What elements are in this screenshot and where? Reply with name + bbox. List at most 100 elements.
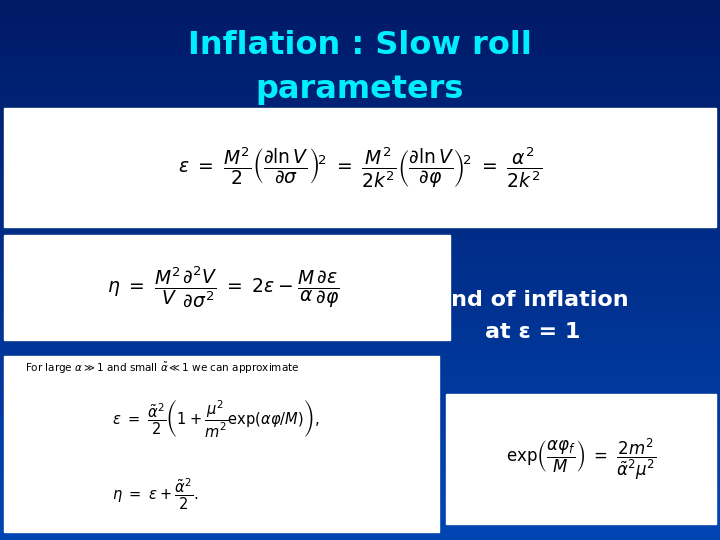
Bar xyxy=(0,346,720,351)
Bar xyxy=(0,383,720,389)
Text: $\eta \ = \ \epsilon + \dfrac{\tilde{\alpha}^2}{2}.$: $\eta \ = \ \epsilon + \dfrac{\tilde{\al… xyxy=(112,476,198,512)
Bar xyxy=(0,49,720,54)
Bar xyxy=(0,157,720,162)
Bar xyxy=(0,535,720,540)
Bar xyxy=(0,151,720,157)
Bar xyxy=(0,340,720,346)
Text: Inflation : Slow roll: Inflation : Slow roll xyxy=(188,30,532,62)
Bar xyxy=(0,16,720,22)
FancyBboxPatch shape xyxy=(4,356,439,532)
Text: For large $\alpha \gg 1$ and small $\tilde{\alpha} \ll 1$ we can approximate: For large $\alpha \gg 1$ and small $\til… xyxy=(25,361,300,376)
Bar xyxy=(0,518,720,524)
Bar xyxy=(0,22,720,27)
Bar xyxy=(0,124,720,130)
Bar xyxy=(0,70,720,76)
Bar xyxy=(0,65,720,70)
Bar xyxy=(0,302,720,308)
Bar xyxy=(0,378,720,383)
Bar xyxy=(0,454,720,459)
Text: $\epsilon \ = \ \dfrac{\tilde{\alpha}^2}{2} \left(1 + \dfrac{\mu^2}{m^2} \exp(\a: $\epsilon \ = \ \dfrac{\tilde{\alpha}^2}… xyxy=(112,398,320,439)
Bar xyxy=(0,108,720,113)
Bar xyxy=(0,389,720,394)
Bar xyxy=(0,113,720,119)
Text: $\eta \ = \ \dfrac{M^2}{V} \dfrac{\partial^2 V}{\partial \sigma^2} \ = \ 2\epsil: $\eta \ = \ \dfrac{M^2}{V} \dfrac{\parti… xyxy=(107,265,340,310)
Bar xyxy=(0,178,720,184)
Bar xyxy=(0,400,720,405)
Bar xyxy=(0,459,720,464)
Bar xyxy=(0,81,720,86)
Bar xyxy=(0,475,720,481)
Bar xyxy=(0,227,720,232)
Bar xyxy=(0,243,720,248)
Bar xyxy=(0,319,720,324)
Bar xyxy=(0,281,720,286)
Bar xyxy=(0,308,720,313)
Bar xyxy=(0,221,720,227)
Bar xyxy=(0,529,720,535)
Bar xyxy=(0,43,720,49)
FancyBboxPatch shape xyxy=(4,108,716,227)
Bar xyxy=(0,27,720,32)
Bar xyxy=(0,140,720,146)
Bar xyxy=(0,367,720,373)
Bar xyxy=(0,194,720,200)
Bar xyxy=(0,432,720,437)
Bar xyxy=(0,86,720,92)
Bar xyxy=(0,259,720,265)
Bar xyxy=(0,248,720,254)
Bar xyxy=(0,286,720,292)
Bar xyxy=(0,394,720,400)
Bar xyxy=(0,59,720,65)
Bar xyxy=(0,497,720,502)
Bar xyxy=(0,373,720,378)
Bar xyxy=(0,351,720,356)
Bar xyxy=(0,464,720,470)
Bar xyxy=(0,0,720,5)
Bar xyxy=(0,502,720,508)
Bar xyxy=(0,232,720,238)
Bar xyxy=(0,173,720,178)
Bar xyxy=(0,448,720,454)
Text: at ε = 1: at ε = 1 xyxy=(485,322,580,342)
Bar xyxy=(0,92,720,97)
Bar xyxy=(0,189,720,194)
Bar xyxy=(0,54,720,59)
Bar xyxy=(0,416,720,421)
Bar xyxy=(0,491,720,497)
Bar xyxy=(0,437,720,443)
Text: $\epsilon \ = \ \dfrac{M^2}{2} \left( \dfrac{\partial \ln V}{\partial \sigma} \r: $\epsilon \ = \ \dfrac{M^2}{2} \left( \d… xyxy=(178,145,542,190)
Bar xyxy=(0,32,720,38)
Bar xyxy=(0,270,720,275)
Bar xyxy=(0,292,720,297)
Bar xyxy=(0,119,720,124)
Bar xyxy=(0,211,720,216)
Bar xyxy=(0,486,720,491)
Bar xyxy=(0,427,720,432)
Bar xyxy=(0,38,720,43)
Bar xyxy=(0,184,720,189)
Bar xyxy=(0,254,720,259)
Bar xyxy=(0,513,720,518)
Bar xyxy=(0,76,720,81)
Bar xyxy=(0,103,720,108)
Bar xyxy=(0,329,720,335)
Bar xyxy=(0,167,720,173)
Bar xyxy=(0,362,720,367)
Bar xyxy=(0,443,720,448)
Bar xyxy=(0,200,720,205)
Bar xyxy=(0,356,720,362)
Bar xyxy=(0,313,720,319)
Text: parameters: parameters xyxy=(256,73,464,105)
Bar xyxy=(0,162,720,167)
Bar xyxy=(0,146,720,151)
Bar xyxy=(0,410,720,416)
Bar xyxy=(0,470,720,475)
Bar xyxy=(0,11,720,16)
Bar xyxy=(0,508,720,513)
Text: $\exp\!\left( \dfrac{\alpha \varphi_f}{M} \right) \ = \ \dfrac{2m^2}{\tilde{\alp: $\exp\!\left( \dfrac{\alpha \varphi_f}{M… xyxy=(506,436,657,482)
Bar xyxy=(0,5,720,11)
Bar xyxy=(0,130,720,135)
Bar xyxy=(0,405,720,410)
Bar xyxy=(0,421,720,427)
Bar xyxy=(0,216,720,221)
